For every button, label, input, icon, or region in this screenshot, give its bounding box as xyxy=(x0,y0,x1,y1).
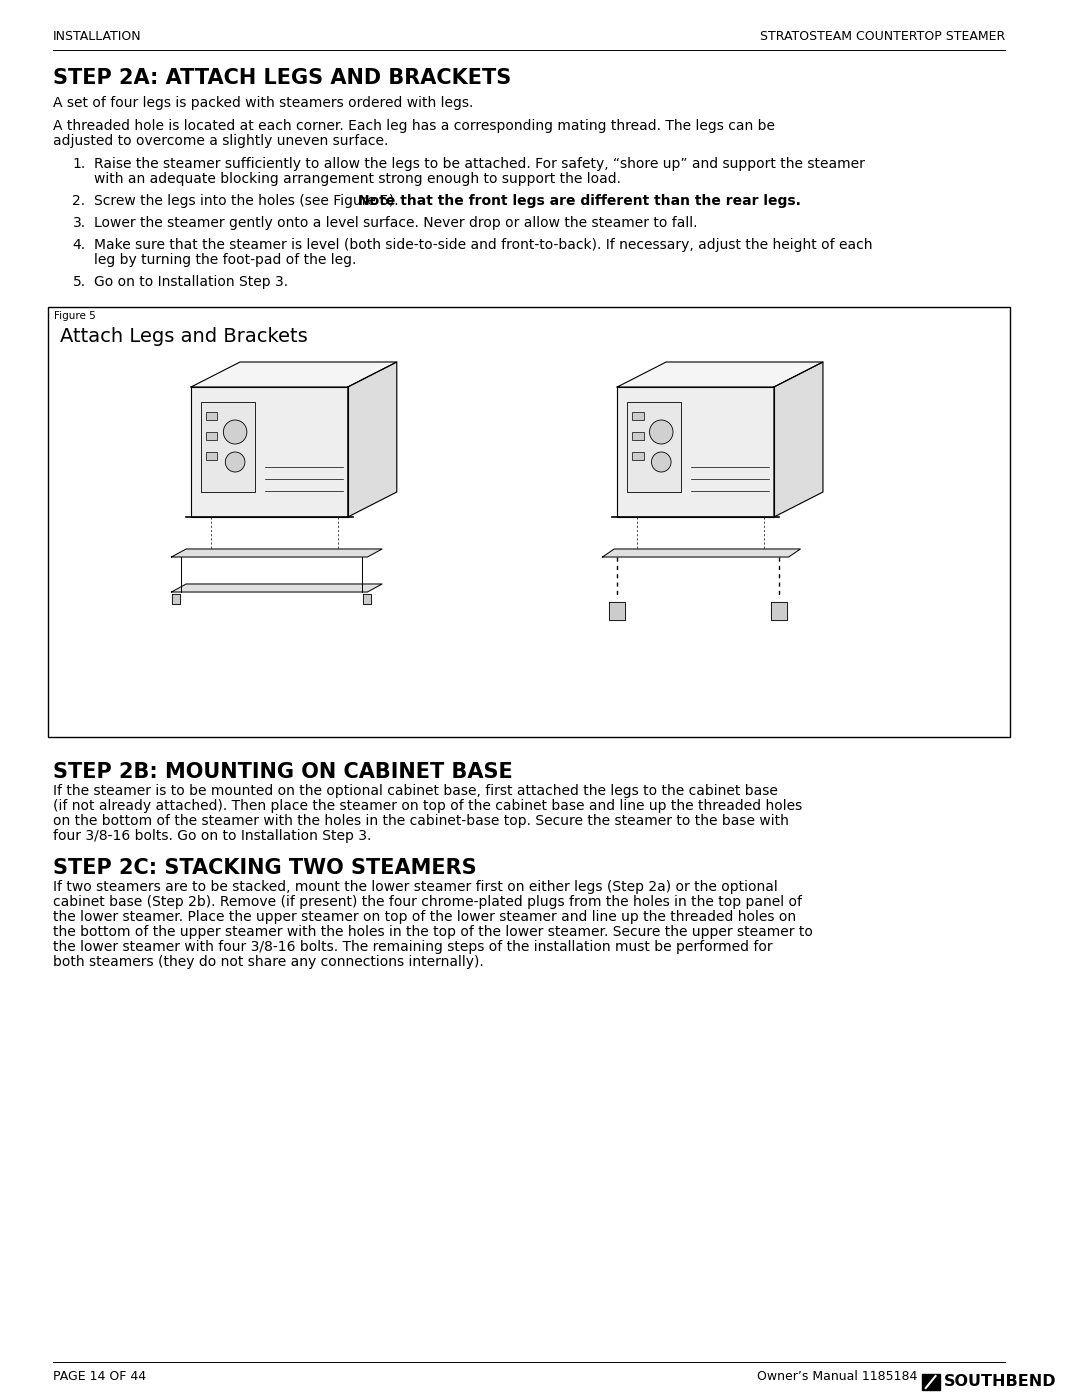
Polygon shape xyxy=(617,387,774,517)
Circle shape xyxy=(649,420,673,444)
Polygon shape xyxy=(771,602,786,620)
Text: Go on to Installation Step 3.: Go on to Installation Step 3. xyxy=(94,275,288,289)
Bar xyxy=(205,412,217,420)
Text: STEP 2C: STACKING TWO STEAMERS: STEP 2C: STACKING TWO STEAMERS xyxy=(53,858,476,877)
Circle shape xyxy=(226,453,245,472)
Polygon shape xyxy=(364,594,372,604)
Text: A threaded hole is located at each corner. Each leg has a corresponding mating t: A threaded hole is located at each corne… xyxy=(53,119,775,133)
Bar xyxy=(632,412,644,420)
Text: the bottom of the upper steamer with the holes in the top of the lower steamer. : the bottom of the upper steamer with the… xyxy=(53,925,813,939)
Text: If two steamers are to be stacked, mount the lower steamer first on either legs : If two steamers are to be stacked, mount… xyxy=(53,880,778,894)
Text: PAGE 14 OF 44: PAGE 14 OF 44 xyxy=(53,1370,146,1383)
Polygon shape xyxy=(172,549,382,557)
Text: with an adequate blocking arrangement strong enough to support the load.: with an adequate blocking arrangement st… xyxy=(94,172,621,186)
Text: 1.: 1. xyxy=(72,156,85,170)
Text: A set of four legs is packed with steamers ordered with legs.: A set of four legs is packed with steame… xyxy=(53,96,473,110)
Text: Attach Legs and Brackets: Attach Legs and Brackets xyxy=(59,327,308,346)
Circle shape xyxy=(651,453,671,472)
Polygon shape xyxy=(191,362,396,387)
Text: STRATOSTEAM COUNTERTOP STEAMER: STRATOSTEAM COUNTERTOP STEAMER xyxy=(760,29,1005,43)
Polygon shape xyxy=(922,1375,940,1390)
Circle shape xyxy=(224,420,247,444)
Text: Raise the steamer sufficiently to allow the legs to be attached. For safety, “sh: Raise the steamer sufficiently to allow … xyxy=(94,156,865,170)
Text: 5.: 5. xyxy=(72,275,85,289)
Polygon shape xyxy=(603,549,800,557)
Text: Figure 5: Figure 5 xyxy=(54,312,96,321)
Text: on the bottom of the steamer with the holes in the cabinet-base top. Secure the : on the bottom of the steamer with the ho… xyxy=(53,814,788,828)
Text: Owner’s Manual 1185184: Owner’s Manual 1185184 xyxy=(757,1370,917,1383)
Text: 3.: 3. xyxy=(72,217,85,231)
Text: the lower steamer with four 3/8-16 bolts. The remaining steps of the installatio: the lower steamer with four 3/8-16 bolts… xyxy=(53,940,772,954)
Bar xyxy=(205,432,217,440)
Text: Screw the legs into the holes (see Figure 5).: Screw the legs into the holes (see Figur… xyxy=(94,194,403,208)
Bar xyxy=(627,402,680,492)
Text: 4.: 4. xyxy=(72,237,85,251)
Text: 2.: 2. xyxy=(72,194,85,208)
Polygon shape xyxy=(617,362,823,387)
Polygon shape xyxy=(172,584,382,592)
Text: SOUTHBEND: SOUTHBEND xyxy=(944,1375,1056,1390)
Bar xyxy=(48,307,1010,738)
Text: STEP 2A: ATTACH LEGS AND BRACKETS: STEP 2A: ATTACH LEGS AND BRACKETS xyxy=(53,68,511,88)
Text: the lower steamer. Place the upper steamer on top of the lower steamer and line : the lower steamer. Place the upper steam… xyxy=(53,909,796,923)
Polygon shape xyxy=(348,362,396,517)
Text: STEP 2B: MOUNTING ON CABINET BASE: STEP 2B: MOUNTING ON CABINET BASE xyxy=(53,761,513,782)
Polygon shape xyxy=(191,387,348,517)
Text: adjusted to overcome a slightly uneven surface.: adjusted to overcome a slightly uneven s… xyxy=(53,134,389,148)
Text: Make sure that the steamer is level (both side-to-side and front-to-back). If ne: Make sure that the steamer is level (bot… xyxy=(94,237,873,251)
Text: cabinet base (Step 2b). Remove (if present) the four chrome-plated plugs from th: cabinet base (Step 2b). Remove (if prese… xyxy=(53,895,802,909)
Bar xyxy=(632,432,644,440)
Text: INSTALLATION: INSTALLATION xyxy=(53,29,141,43)
Text: Lower the steamer gently onto a level surface. Never drop or allow the steamer t: Lower the steamer gently onto a level su… xyxy=(94,217,698,231)
Bar xyxy=(205,453,217,460)
Bar xyxy=(201,402,255,492)
Polygon shape xyxy=(173,594,180,604)
Text: both steamers (they do not share any connections internally).: both steamers (they do not share any con… xyxy=(53,956,484,970)
Bar xyxy=(632,453,644,460)
Text: Note that the front legs are different than the rear legs.: Note that the front legs are different t… xyxy=(357,194,800,208)
Polygon shape xyxy=(774,362,823,517)
Text: If the steamer is to be mounted on the optional cabinet base, first attached the: If the steamer is to be mounted on the o… xyxy=(53,784,778,798)
Text: (if not already attached). Then place the steamer on top of the cabinet base and: (if not already attached). Then place th… xyxy=(53,799,802,813)
Polygon shape xyxy=(609,602,625,620)
Text: four 3/8-16 bolts. Go on to Installation Step 3.: four 3/8-16 bolts. Go on to Installation… xyxy=(53,828,372,842)
Text: leg by turning the foot-pad of the leg.: leg by turning the foot-pad of the leg. xyxy=(94,253,356,267)
